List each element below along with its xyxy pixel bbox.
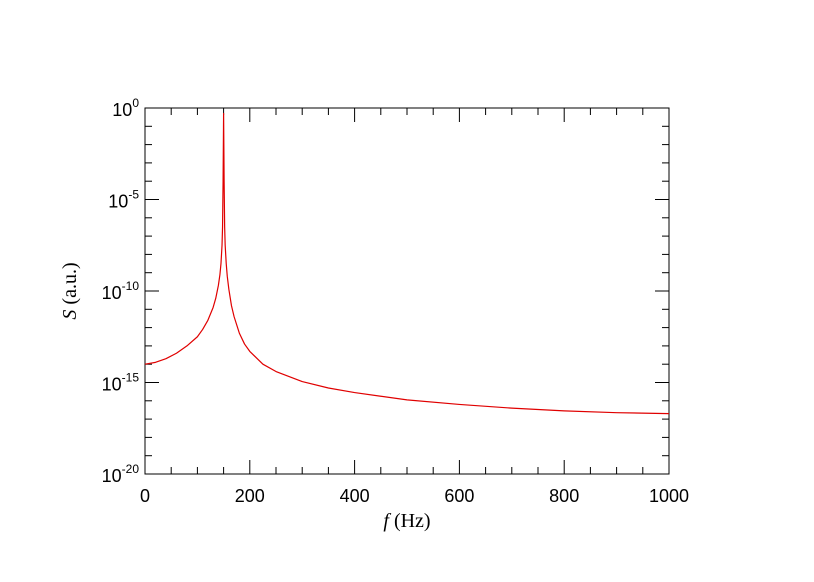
y-axis-symbol: S [59,310,81,320]
axis-ticks [144,107,670,475]
tick-labels: 0 200 400 600 800 1000 100 10-5 10-10 10-15 10-20 [102,96,689,506]
x-tick-label: 1000 [649,486,689,506]
y-tick-label: 100 [112,96,139,120]
y-tick-label: 10-15 [102,371,140,395]
x-tick-label: 0 [140,486,150,506]
x-tick-label: 400 [340,486,370,506]
x-axis-symbol: f [383,510,391,532]
x-axis-unit: (Hz) [394,510,431,532]
y-tick-label: 10-20 [102,462,140,486]
data-series [144,112,670,415]
y-axis-title: S (a.u.) [59,262,81,319]
x-tick-label: 600 [444,486,474,506]
y-tick-label: 10-5 [108,188,139,212]
spectrum-line [144,112,670,415]
x-tick-label: 200 [235,486,265,506]
y-axis-unit: (a.u.) [59,262,81,304]
y-tick-label: 10-10 [102,279,140,303]
x-tick-label: 800 [549,486,579,506]
x-axis-title: f (Hz) [383,510,430,532]
